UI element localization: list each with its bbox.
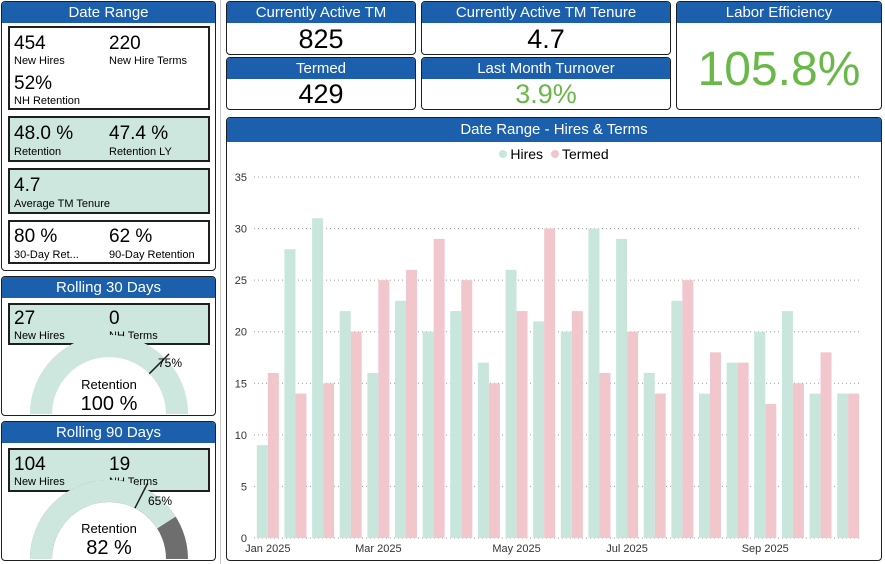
legend-termed-swatch — [550, 150, 559, 158]
avg-tenure-card: 4.7 Average TM Tenure — [8, 168, 210, 214]
rolling30-gauge-fill — [30, 335, 188, 415]
rolling30-new-hires-label: New Hires — [14, 330, 65, 342]
tenure-tile: Currently Active TM Tenure 4.7 — [421, 1, 671, 55]
rolling90-nh-terms-value: 19 — [109, 454, 131, 475]
day-retention-card: 80 % 30-Day Ret... 62 % 90-Day Retention — [8, 220, 210, 264]
day30-value: 80 % — [14, 226, 58, 247]
active-tm-title: Currently Active TM — [227, 2, 415, 23]
rolling90-panel: Rolling 90 Days 104 New Hires 19 NH Term… — [1, 421, 216, 561]
termed-title: Termed — [227, 58, 415, 79]
retention-value: 48.0 % — [14, 123, 74, 144]
rolling30-gauge-target-label: 75% — [158, 356, 182, 370]
rolling90-title: Rolling 90 Days — [2, 422, 215, 443]
rolling90-gauge-target-label: 65% — [148, 494, 172, 508]
labor-value: 105.8% — [697, 43, 861, 96]
legend-hires[interactable]: Hires — [499, 146, 543, 162]
rolling90-new-hires-value: 104 — [14, 454, 46, 475]
active-tm-tile: Currently Active TM 825 — [226, 1, 416, 55]
rolling90-gauge-target — [134, 482, 149, 509]
new-hire-terms-value: 220 — [109, 33, 141, 54]
nh-retention-label: NH Retention — [14, 95, 81, 107]
rolling90-gauge: 65% Retention 82 % — [30, 480, 188, 560]
rolling30-title: Rolling 30 Days — [2, 277, 215, 298]
rolling90-new-hires-label: New Hires — [14, 476, 65, 488]
legend-termed-label: Termed — [561, 146, 609, 162]
legend-hires-swatch — [499, 150, 508, 158]
rolling30-gauge-target — [148, 353, 170, 375]
avg-tenure-label: Average TM Tenure — [14, 198, 111, 210]
rolling30-gauge: 75% Retention 100 % — [30, 335, 188, 415]
rolling30-new-hires-value: 27 — [14, 308, 36, 329]
labor-title: Labor Efficiency — [677, 2, 881, 23]
day90-value: 62 % — [109, 226, 153, 247]
tenure-title: Currently Active TM Tenure — [422, 2, 670, 23]
day30-label: 30-Day Ret... — [14, 249, 79, 261]
active-tm-value: 825 — [298, 24, 344, 54]
turnover-title: Last Month Turnover — [422, 58, 670, 79]
rolling30-nh-terms-value: 0 — [109, 308, 120, 329]
turnover-tile: Last Month Turnover 3.9% — [421, 57, 671, 110]
tenure-value: 4.7 — [527, 24, 565, 54]
chart-panel: Date Range - Hires & Terms — [226, 117, 882, 561]
day90-label: 90-Day Retention — [109, 249, 195, 261]
new-hires-label: New Hires — [14, 55, 65, 67]
rolling30-gauge-label: Retention — [81, 377, 137, 392]
termed-value: 429 — [298, 79, 344, 109]
retention-card: 48.0 % Retention 47.4 % Retention LY — [8, 116, 210, 162]
date-range-panel: Date Range 454 New Hires 220 New Hire Te… — [1, 1, 216, 271]
retention-ly-value: 47.4 % — [109, 123, 169, 144]
new-hires-card: 454 New Hires 220 New Hire Terms 52% NH … — [8, 26, 210, 110]
avg-tenure-value: 4.7 — [14, 175, 41, 196]
legend-termed[interactable]: Termed — [550, 146, 609, 162]
termed-tile: Termed 429 — [226, 57, 416, 110]
chart-legend: Hires Termed — [226, 146, 882, 162]
legend-hires-label: Hires — [510, 146, 544, 162]
date-range-title: Date Range — [2, 2, 215, 23]
rolling30-panel: Rolling 30 Days 27 New Hires 0 NH Terms … — [1, 276, 216, 416]
column-divider — [220, 0, 221, 564]
chart-title: Date Range - Hires & Terms — [227, 118, 881, 142]
rolling90-gauge-fill — [30, 480, 176, 560]
rolling90-gauge-label: Retention — [81, 521, 137, 536]
rolling30-gauge-value: 100 % — [81, 393, 138, 415]
nh-retention-value: 52% — [14, 73, 53, 94]
retention-ly-label: Retention LY — [109, 146, 172, 158]
rolling90-gauge-value: 82 % — [86, 537, 132, 559]
new-hires-value: 454 — [14, 33, 46, 54]
labor-tile: Labor Efficiency 105.8% — [676, 1, 882, 110]
turnover-value: 3.9% — [515, 79, 577, 109]
new-hire-terms-label: New Hire Terms — [109, 55, 188, 67]
retention-label: Retention — [14, 146, 62, 158]
